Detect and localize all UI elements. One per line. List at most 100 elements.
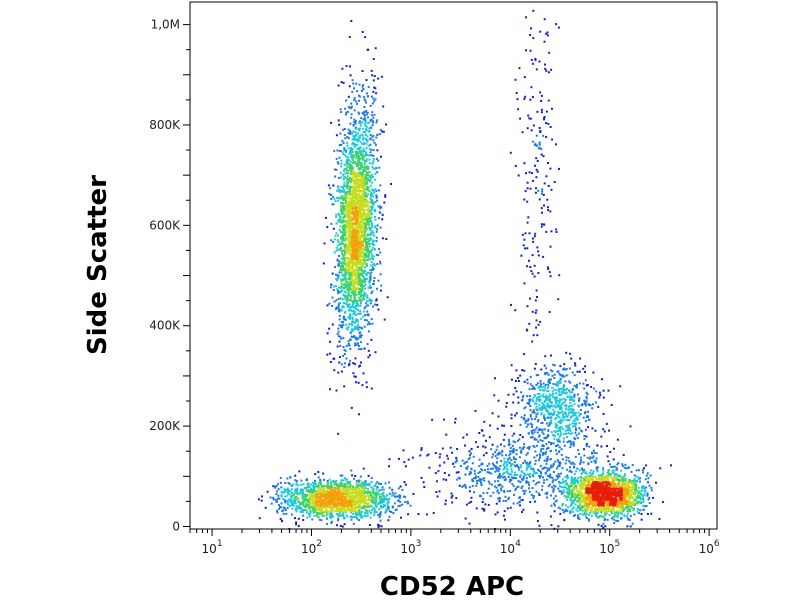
- data-point: [538, 392, 541, 395]
- data-point: [620, 469, 623, 472]
- data-point: [297, 517, 300, 520]
- data-point: [363, 239, 366, 242]
- data-point: [360, 190, 363, 193]
- data-point: [364, 205, 367, 208]
- data-point: [345, 303, 348, 305]
- data-point: [504, 478, 507, 481]
- data-point: [372, 154, 375, 157]
- data-point: [550, 431, 553, 433]
- data-point: [349, 166, 352, 168]
- data-point: [573, 480, 576, 483]
- data-point: [345, 280, 348, 283]
- data-point: [343, 223, 346, 226]
- data-point: [584, 515, 587, 518]
- data-point: [573, 384, 576, 387]
- data-point: [552, 497, 555, 500]
- data-point: [347, 252, 350, 255]
- data-point: [337, 264, 340, 267]
- data-point: [571, 371, 574, 374]
- data-point: [379, 207, 382, 210]
- data-point: [343, 315, 345, 318]
- data-point: [573, 419, 576, 422]
- data-point: [349, 258, 351, 261]
- data-point: [529, 49, 532, 52]
- data-point: [616, 438, 619, 441]
- data-point: [443, 418, 446, 421]
- data-point: [373, 75, 376, 78]
- data-point: [606, 455, 609, 458]
- data-point: [538, 470, 541, 473]
- data-point: [535, 426, 538, 429]
- data-point: [359, 146, 362, 149]
- data-point: [489, 467, 492, 470]
- data-point: [343, 318, 346, 321]
- data-point: [376, 493, 379, 496]
- data-point: [640, 518, 643, 521]
- data-point: [345, 509, 348, 511]
- data-point: [588, 513, 591, 516]
- data-point: [303, 495, 305, 498]
- data-point: [366, 514, 369, 517]
- data-point: [562, 481, 565, 484]
- data-point: [348, 285, 351, 288]
- data-point: [371, 253, 374, 256]
- data-point: [610, 512, 613, 515]
- data-point: [646, 494, 649, 497]
- data-point: [564, 486, 567, 489]
- data-point: [368, 250, 370, 253]
- data-point: [360, 259, 363, 262]
- data-point: [354, 318, 357, 321]
- data-point: [547, 416, 550, 419]
- data-point: [314, 479, 316, 482]
- data-point: [400, 516, 402, 519]
- data-point: [291, 507, 294, 510]
- data-point: [343, 170, 346, 172]
- data-point: [335, 232, 338, 235]
- data-point: [640, 493, 643, 496]
- data-point: [512, 449, 515, 452]
- data-point: [376, 149, 379, 152]
- data-point: [290, 488, 293, 491]
- data-point: [355, 326, 358, 328]
- data-point: [439, 453, 442, 456]
- data-point: [366, 319, 369, 322]
- data-point: [350, 260, 353, 263]
- data-point: [393, 495, 396, 498]
- data-point: [528, 462, 531, 465]
- data-point: [345, 263, 348, 266]
- data-point: [374, 248, 377, 251]
- data-point: [540, 100, 543, 102]
- data-point: [358, 365, 361, 368]
- data-point: [538, 404, 541, 407]
- data-point: [345, 249, 348, 252]
- data-point: [337, 189, 340, 192]
- data-point: [373, 496, 375, 499]
- data-point: [540, 407, 543, 410]
- data-point: [531, 411, 534, 414]
- data-point: [345, 203, 347, 206]
- data-point: [344, 318, 347, 321]
- data-point: [496, 453, 499, 456]
- data-point: [369, 229, 372, 231]
- data-point: [373, 485, 376, 488]
- data-point: [571, 412, 574, 414]
- data-point: [592, 455, 595, 458]
- data-point: [358, 178, 361, 181]
- data-point: [635, 502, 638, 505]
- data-point: [360, 267, 363, 270]
- data-point: [572, 396, 575, 399]
- data-point: [381, 493, 384, 496]
- data-point: [378, 205, 381, 208]
- data-point: [502, 438, 505, 441]
- data-point: [578, 397, 581, 400]
- data-point: [502, 473, 505, 476]
- data-point: [345, 163, 348, 166]
- data-point: [496, 457, 499, 460]
- data-point: [286, 500, 289, 503]
- data-point: [363, 181, 366, 184]
- data-point: [383, 201, 386, 204]
- data-point: [338, 190, 341, 193]
- data-point: [363, 96, 366, 99]
- data-point: [528, 401, 530, 404]
- data-point: [508, 473, 511, 476]
